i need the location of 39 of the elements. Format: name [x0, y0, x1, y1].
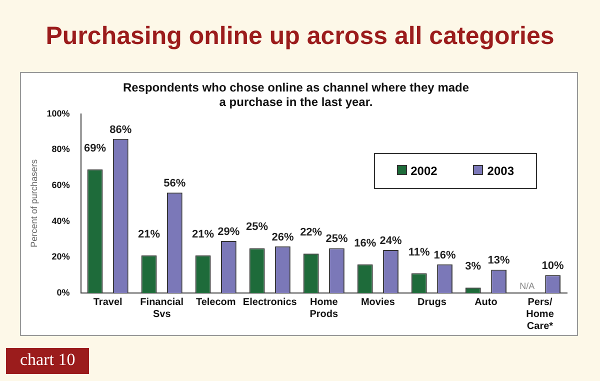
x-tick-label: Telecom: [196, 296, 236, 308]
data-label: 21%: [192, 228, 214, 240]
data-label: 26%: [272, 231, 294, 244]
y-tick-label: 20%: [52, 252, 70, 262]
legend-label: 2003: [486, 164, 514, 178]
x-tick-label: Pers/ Home Care*: [526, 296, 554, 332]
chart-subtitle: Respondents who chose online as channel where they made a purchase in the last year.: [122, 80, 470, 109]
y-tick-label: 60%: [52, 180, 70, 190]
y-tick-label: 0%: [56, 287, 70, 298]
data-label: 86%: [110, 124, 132, 136]
y-tick-label: 40%: [52, 216, 70, 226]
data-label: 69%: [84, 142, 106, 154]
data-label: 25%: [246, 221, 268, 234]
data-label: 11%: [408, 246, 430, 258]
data-label: 22%: [300, 226, 322, 239]
data-label: 10%: [542, 260, 564, 272]
data-label: 24%: [380, 234, 402, 247]
legend-label: 2002: [410, 164, 438, 178]
data-label: 16%: [434, 249, 456, 262]
text: N/A: [520, 281, 535, 291]
y-tick-label: 100%: [46, 108, 70, 118]
x-tick-label: Home Prods: [310, 296, 339, 320]
x-tick-label: Electronics: [242, 296, 298, 308]
x-tick-label: Auto: [474, 296, 498, 308]
data-label: 16%: [354, 237, 376, 250]
y-axis-title: Percent of purchasers: [28, 158, 39, 248]
chart-title: Purchasing online up across all categories: [44, 22, 556, 51]
data-label: 21%: [138, 228, 160, 240]
x-tick-label: Drugs: [417, 296, 447, 308]
x-tick-label: Financial Svs: [140, 296, 184, 320]
data-label: 13%: [488, 254, 510, 267]
caption: chart 10: [6, 348, 90, 374]
y-tick-label: 80%: [52, 144, 70, 154]
data-label: 3%: [465, 260, 482, 273]
x-tick-label: Movies: [360, 296, 396, 308]
x-tick-label: Travel: [93, 296, 122, 308]
data-label: 25%: [326, 233, 348, 246]
data-label: 56%: [164, 178, 186, 190]
data-label: 29%: [218, 226, 240, 238]
